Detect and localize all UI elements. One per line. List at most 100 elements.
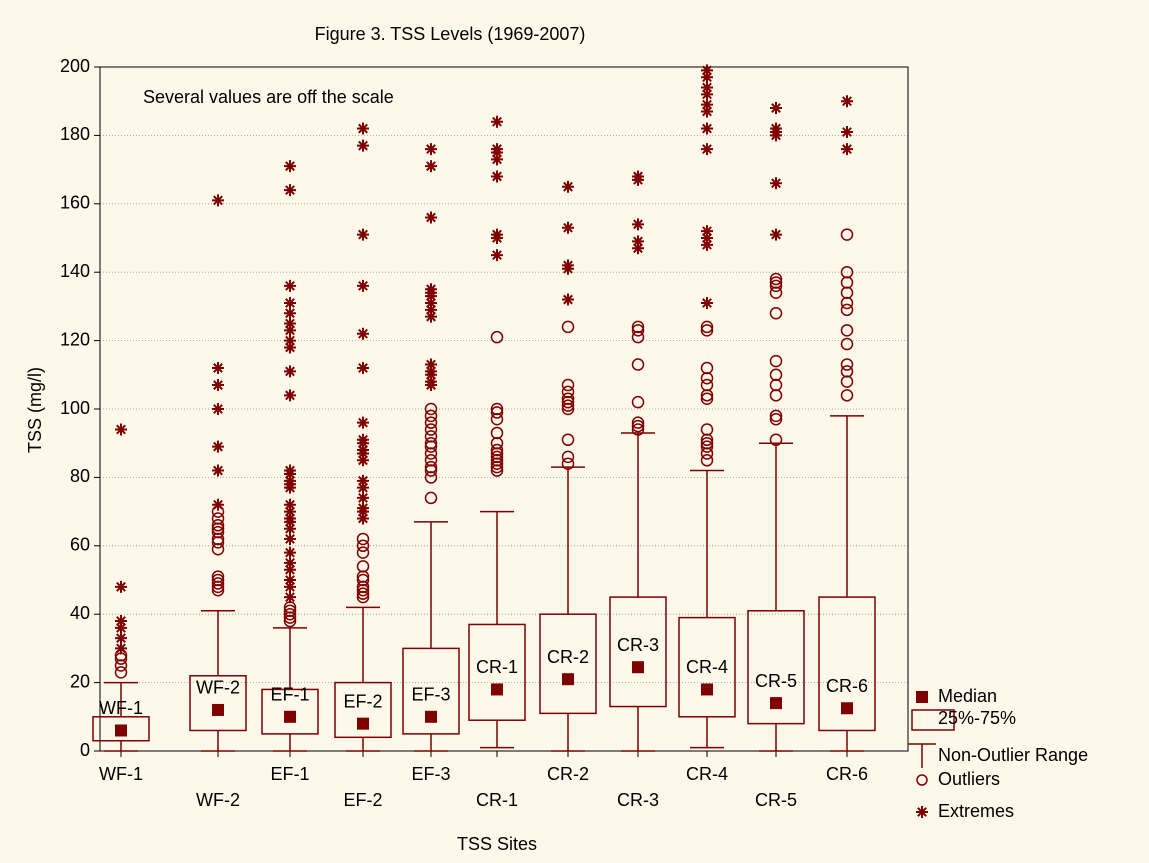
- outlier: [769, 413, 783, 426]
- outlier: [769, 354, 783, 368]
- outlier: [490, 406, 504, 419]
- extreme: [212, 403, 224, 415]
- outlier: [356, 573, 370, 587]
- extreme: [284, 546, 296, 559]
- box: [334, 681, 392, 739]
- median: [357, 717, 369, 730]
- outlier: [490, 426, 504, 440]
- extreme: [284, 591, 296, 604]
- extreme: [701, 143, 713, 156]
- box: [468, 623, 526, 721]
- outlier: [424, 423, 438, 436]
- median: [632, 661, 644, 674]
- extreme: [701, 98, 713, 111]
- box-label: CR-4: [686, 657, 728, 677]
- extreme: [562, 259, 574, 272]
- median: [491, 683, 503, 696]
- extreme: [491, 115, 503, 128]
- median: [212, 703, 224, 716]
- x-tick-label: CR-3: [617, 790, 659, 810]
- extreme: [357, 327, 369, 340]
- median: [425, 710, 437, 723]
- box: [261, 688, 319, 735]
- extreme: [284, 296, 296, 309]
- annotation: Several values are off the scale: [143, 87, 394, 107]
- box-label: CR-1: [476, 657, 518, 677]
- extreme: [357, 444, 369, 457]
- extreme: [357, 122, 369, 135]
- outlier: [840, 365, 854, 378]
- outlier: [769, 368, 783, 382]
- legend-extreme-key: [916, 806, 928, 818]
- extreme: [284, 512, 296, 525]
- outlier: [700, 436, 714, 450]
- y-tick-label: 40: [70, 603, 90, 623]
- extreme: [841, 143, 853, 156]
- outlier: [631, 423, 645, 436]
- legend-label: Non-Outlier Range: [938, 745, 1088, 765]
- outlier: [561, 320, 575, 334]
- extreme: [284, 365, 296, 378]
- legend-outlier-key: [916, 774, 928, 786]
- extreme: [491, 249, 503, 262]
- y-tick-label: 120: [60, 329, 90, 349]
- outlier: [631, 416, 645, 429]
- extreme: [284, 464, 296, 477]
- outlier: [114, 666, 128, 679]
- y-tick-label: 100: [60, 398, 90, 418]
- box-label: CR-2: [547, 647, 589, 667]
- box-label: EF-2: [343, 691, 382, 711]
- box: [539, 613, 597, 715]
- x-tick-label: EF-2: [343, 790, 382, 810]
- extreme: [357, 228, 369, 241]
- x-tick-label: CR-2: [547, 764, 589, 784]
- outlier: [424, 430, 438, 443]
- extreme: [770, 177, 782, 190]
- box-label: CR-6: [826, 676, 868, 696]
- extreme: [357, 361, 369, 374]
- outlier: [700, 423, 714, 436]
- x-tick-label: CR-5: [755, 790, 797, 810]
- extreme: [491, 143, 503, 156]
- outlier: [424, 409, 438, 423]
- median: [562, 673, 574, 686]
- y-tick-label: 180: [60, 124, 90, 144]
- outlier: [561, 385, 575, 399]
- outlier: [700, 320, 714, 334]
- extreme: [770, 228, 782, 241]
- box: [92, 716, 150, 742]
- legend-box-key: [911, 709, 955, 731]
- extreme: [701, 225, 713, 238]
- legend-median-key: [916, 691, 928, 703]
- extreme: [357, 433, 369, 446]
- extreme: [701, 296, 713, 309]
- extreme: [491, 228, 503, 241]
- extreme: [491, 170, 503, 183]
- extreme: [284, 574, 296, 586]
- extreme: [357, 474, 369, 487]
- extreme: [770, 122, 782, 135]
- box: [678, 616, 736, 718]
- outlier: [631, 419, 645, 433]
- outlier: [840, 337, 854, 351]
- extreme: [284, 279, 296, 292]
- extreme: [357, 139, 369, 152]
- outlier: [840, 389, 854, 402]
- y-tick-label: 60: [70, 535, 90, 555]
- outlier: [631, 320, 645, 334]
- extreme: [562, 221, 574, 234]
- extreme: [491, 153, 503, 166]
- median: [841, 702, 853, 715]
- extreme: [115, 632, 127, 645]
- median: [701, 683, 713, 696]
- outlier: [631, 358, 645, 371]
- extreme: [284, 341, 296, 354]
- outlier: [700, 361, 714, 375]
- extreme: [841, 95, 853, 108]
- extreme: [357, 454, 369, 467]
- outlier: [356, 587, 370, 600]
- outlier: [840, 265, 854, 279]
- extreme: [115, 615, 127, 628]
- y-tick-label: 20: [70, 671, 90, 691]
